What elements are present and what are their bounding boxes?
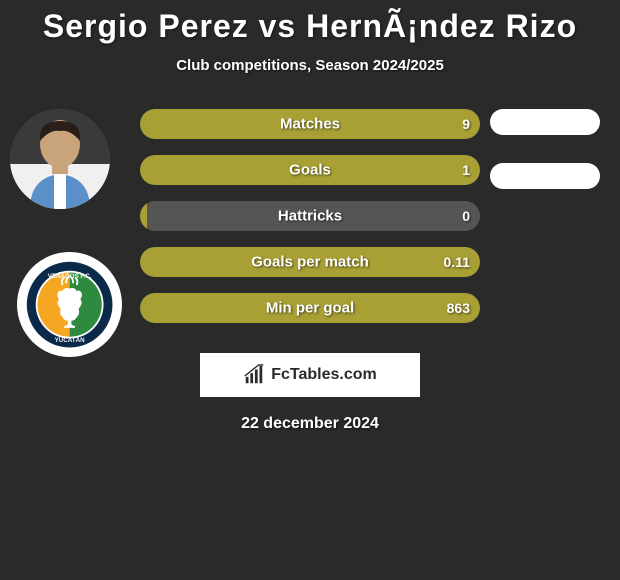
footer-date: 22 december 2024	[0, 415, 620, 433]
svg-text:YUCATÁN: YUCATÁN	[54, 337, 85, 344]
stat-value: 9	[462, 116, 470, 132]
club-badge: VENADOS F.C. YUCATÁN	[17, 252, 122, 357]
right-value-pills	[490, 109, 600, 217]
stat-row: Goals 1	[140, 155, 480, 185]
stat-label: Matches	[280, 116, 340, 133]
brand-box: FcTables.com	[200, 353, 420, 397]
stat-bar-fill	[140, 201, 147, 231]
value-pill	[490, 109, 600, 135]
stat-value: 0.11	[444, 254, 470, 270]
stat-label: Min per goal	[266, 300, 354, 317]
chart-icon	[243, 364, 265, 386]
stat-label: Goals	[289, 162, 331, 179]
stat-row: Matches 9	[140, 109, 480, 139]
stat-label: Goals per match	[251, 254, 369, 271]
club-badge-icon: VENADOS F.C. YUCATÁN	[25, 260, 114, 349]
value-pill	[490, 163, 600, 189]
stat-row: Min per goal 863	[140, 293, 480, 323]
stat-row: Goals per match 0.11	[140, 247, 480, 277]
stat-label: Hattricks	[278, 208, 342, 225]
svg-text:VENADOS F.C.: VENADOS F.C.	[48, 273, 92, 280]
player-avatar	[10, 109, 110, 209]
page-title: Sergio Perez vs HernÃ¡ndez Rizo	[0, 0, 620, 45]
stat-row: Hattricks 0	[140, 201, 480, 231]
player-avatar-icon	[10, 109, 110, 209]
stat-value: 863	[447, 300, 470, 316]
page-subtitle: Club competitions, Season 2024/2025	[0, 57, 620, 74]
stats-bars: Matches 9 Goals 1 Hattricks 0 Goals per match 0…	[140, 109, 480, 323]
stat-value: 1	[462, 162, 470, 178]
content-region: VENADOS F.C. YUCATÁN Matches9Goals1Hattr…	[0, 109, 620, 323]
stat-value: 0	[462, 208, 470, 224]
brand-text: FcTables.com	[271, 366, 377, 384]
